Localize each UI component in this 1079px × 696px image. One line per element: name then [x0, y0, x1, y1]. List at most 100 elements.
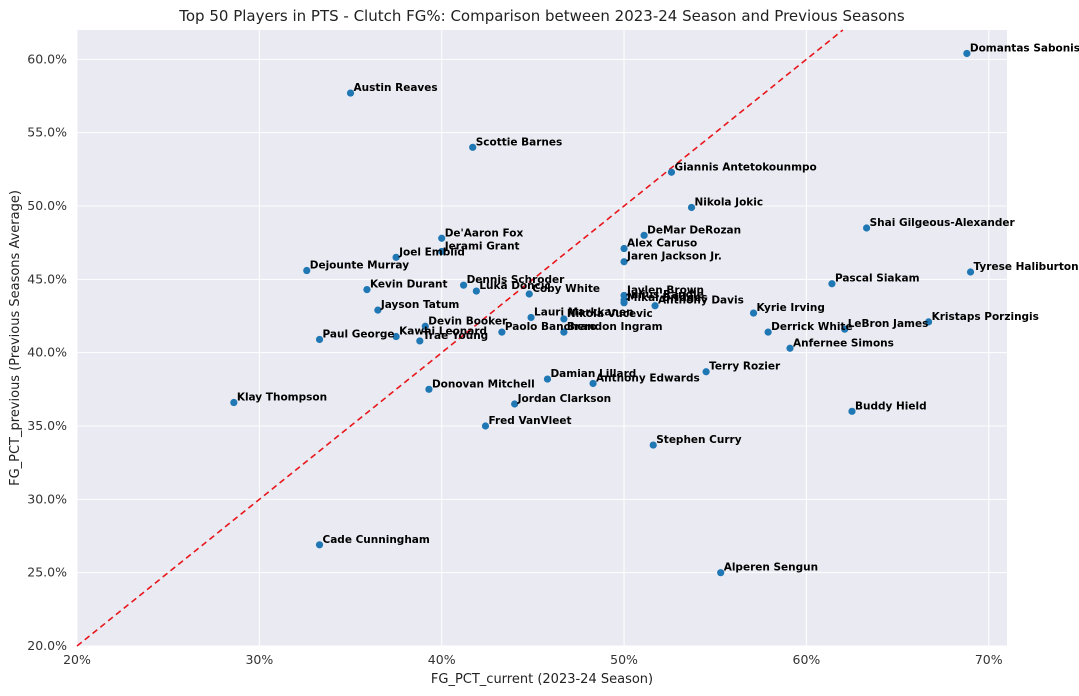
chart-title: Top 50 Players in PTS - Clutch FG%: Comp…	[178, 7, 905, 25]
y-tick-label: 45.0%	[27, 271, 67, 286]
point-label: Dennis Schroder	[467, 274, 566, 286]
point-label: Tyrese Haliburton	[974, 261, 1079, 273]
y-tick-label: 20.0%	[27, 638, 67, 653]
data-point	[862, 224, 871, 232]
data-point	[525, 290, 533, 298]
data-point	[425, 385, 433, 393]
data-point	[924, 318, 933, 326]
y-tick-label: 30.0%	[27, 491, 67, 506]
data-point	[346, 89, 355, 97]
point-label: Alperen Sengun	[724, 562, 818, 574]
point-label: Kawhi Leonard	[399, 326, 487, 338]
point-label: Dejounte Murray	[310, 260, 409, 272]
data-point	[620, 244, 628, 253]
point-label: Pascal Siakam	[835, 273, 920, 285]
point-labels: Domantas Sabonis Austin Reaves Scottie Bar…	[237, 42, 1079, 573]
data-point	[687, 203, 696, 212]
x-tick-label: 60%	[793, 652, 821, 667]
data-point	[841, 325, 849, 333]
point-label: Kyrie Irving	[757, 302, 825, 314]
point-label: Devin Booker	[428, 315, 508, 327]
point-label: Paolo Banchero	[505, 321, 597, 333]
point-label: Jayson Tatum	[380, 299, 459, 311]
data-point	[543, 375, 552, 383]
y-axis-ticks: 20.0% 25.0% 30.0% 35.0% 40.0% 45.0% 50.0% 55.0%…	[27, 51, 67, 653]
point-label: Klay Thompson	[237, 392, 327, 404]
data-point	[374, 306, 382, 314]
point-label: Alex Caruso	[627, 238, 697, 250]
data-point	[315, 335, 324, 344]
point-label: Shai Gilgeous-Alexander	[870, 217, 1016, 229]
point-label: Anfernee Simons	[793, 337, 894, 349]
point-label: Julius Randle	[626, 289, 704, 301]
y-tick-label: 25.0%	[27, 565, 67, 580]
point-label: De'Aaron Fox	[445, 227, 524, 239]
data-point	[560, 328, 568, 336]
point-label: Nikola Vucevic	[567, 308, 653, 320]
point-label: Damian Lillard	[550, 368, 636, 380]
y-axis-label: FG_PCT_previous (Previous Seasons Averag…	[8, 190, 23, 486]
point-label: Austin Reaves	[354, 82, 438, 94]
data-point	[438, 234, 446, 242]
data-point	[702, 368, 710, 376]
data-point	[620, 299, 628, 307]
grid-lines	[76, 30, 1007, 647]
point-label: Lauri Markkanen	[534, 306, 634, 318]
data-point	[469, 143, 477, 151]
data-point	[421, 322, 429, 330]
x-tick-label: 30%	[245, 652, 273, 667]
data-point	[963, 49, 971, 58]
x-tick-label: 20%	[63, 652, 91, 667]
data-point	[363, 286, 371, 294]
data-points	[230, 49, 975, 577]
data-point	[620, 258, 628, 266]
point-label: Mikal Bridges	[627, 292, 708, 304]
data-point	[498, 328, 506, 336]
point-label: Buddy Hield	[855, 400, 927, 412]
y-tick-label: 60.0%	[27, 51, 67, 66]
point-label: Scottie Barnes	[476, 136, 563, 148]
data-point	[472, 287, 480, 295]
data-point	[511, 400, 519, 408]
x-tick-label: 50%	[610, 652, 638, 667]
data-point	[416, 337, 424, 345]
point-label: Anthony Davis	[658, 295, 744, 307]
data-point	[764, 328, 772, 336]
point-label: Brandon Ingram	[567, 321, 663, 333]
data-point	[640, 231, 648, 239]
point-label: Trae Young	[423, 330, 488, 342]
point-label: Anthony Edwards	[596, 372, 700, 384]
point-label: Jerami Grant	[444, 240, 520, 252]
data-point	[828, 280, 836, 288]
data-point	[230, 398, 238, 407]
point-label: Jaylen Brown	[626, 284, 704, 296]
x-axis-ticks: 20% 30% 40% 50% 60% 70%	[63, 652, 1003, 667]
point-label: Jaren Jackson Jr.	[626, 251, 722, 263]
data-point	[749, 309, 758, 317]
point-label: Giannis Antetokounmpo	[674, 161, 816, 173]
point-label: Nikola Jokic	[695, 196, 764, 208]
data-point	[438, 247, 446, 256]
point-label: Fred VanVleet	[488, 415, 571, 427]
data-point	[315, 541, 324, 549]
data-point	[392, 332, 400, 341]
data-point	[560, 315, 568, 323]
point-label: Terry Rozier	[709, 361, 781, 373]
point-label: Stephen Curry	[656, 434, 741, 446]
x-tick-label: 70%	[975, 652, 1003, 667]
point-label: Luka Doncic	[479, 280, 550, 292]
x-axis-label: FG_PCT_current (2023-24 Season)	[431, 672, 653, 687]
point-label: Derrick White	[771, 321, 852, 333]
point-label: Kristaps Porzingis	[932, 311, 1039, 323]
data-point	[651, 302, 659, 310]
y-tick-label: 55.0%	[27, 125, 67, 140]
data-point	[481, 422, 490, 430]
y-tick-label: 40.0%	[27, 345, 67, 360]
data-point	[589, 379, 597, 388]
data-point	[303, 266, 311, 275]
y-tick-label: 35.0%	[27, 418, 67, 433]
point-label: Donovan Mitchell	[432, 378, 535, 390]
data-point	[459, 281, 468, 289]
point-label: Cade Cunningham	[323, 534, 430, 546]
